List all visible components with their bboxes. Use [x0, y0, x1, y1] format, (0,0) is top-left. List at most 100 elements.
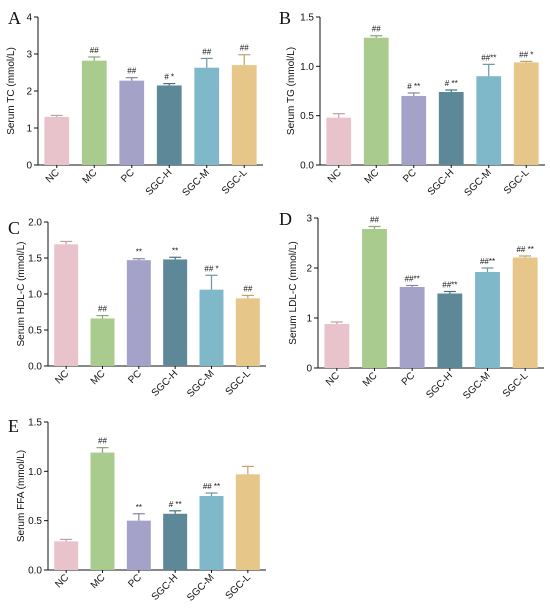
significance-label: ## * [204, 264, 218, 273]
significance-label: ##** [480, 257, 495, 266]
y-axis-title: Serum LDL-C (mmol/L) [288, 241, 299, 344]
y-axis-title: Serum FFA (mmol/L) [16, 450, 27, 542]
y-tick-label: 0.0 [300, 161, 314, 172]
y-tick-label: 1.0 [28, 467, 42, 478]
significance-label: ## [98, 437, 107, 446]
bar-sgc-h [163, 259, 188, 366]
panel-c: C 0.0 0.5 1.0 1.5 2.0 Serum HDL-C (mmol/L) NC ##… [8, 218, 266, 400]
bar-nc [54, 244, 79, 366]
x-tick-label: PC [401, 167, 419, 185]
x-tick-label: SGC-M [463, 167, 494, 198]
significance-label: # ** [445, 79, 458, 88]
x-tick-label: MC [81, 167, 100, 186]
bar-pc [401, 95, 427, 165]
x-tick-label: SGC-L [502, 167, 532, 197]
y-axis-title: Serum TG (mmol/L) [286, 47, 297, 135]
y-tick-label: 1.5 [28, 418, 42, 429]
bar-sgc-m [199, 289, 224, 366]
x-tick-label: MC [363, 167, 382, 186]
x-tick-label: SGC-M [181, 167, 212, 198]
x-tick-label: PC [119, 167, 137, 185]
significance-label: ##** [405, 275, 420, 284]
x-tick-label: PC [400, 370, 418, 388]
panel-b: B 0.0 0.5 1.0 1.5 Serum TG (mmol/L) NC ## MC # **… [279, 8, 545, 199]
y-tick-label: 2.0 [28, 218, 42, 229]
significance-label: ## ** [516, 245, 533, 254]
panel-letter: A [8, 8, 21, 28]
bar-sgc-l [512, 257, 538, 368]
x-tick-label: NC [324, 370, 342, 388]
bar-sgc-l [235, 474, 260, 570]
bar-pc [126, 520, 151, 570]
x-tick-label: NC [44, 167, 62, 185]
bar-mc [363, 37, 389, 165]
x-tick-label: MC [361, 370, 380, 389]
y-tick-label: 0.0 [28, 362, 42, 373]
x-tick-label: NC [326, 167, 344, 185]
x-tick-label: MC [89, 572, 108, 591]
y-tick-label: 3 [306, 214, 312, 225]
significance-label: ## [202, 47, 211, 56]
panel-letter: C [8, 218, 20, 238]
bar-sgc-l [235, 298, 260, 366]
significance-label: ** [172, 246, 178, 255]
y-tick-label: 4 [26, 13, 32, 24]
y-axis-title: Serum HDL-C (mmol/L) [16, 241, 27, 346]
bar-nc [54, 541, 79, 570]
y-tick-label: 3 [26, 50, 32, 61]
significance-label: ## [372, 25, 381, 34]
bar-mc [90, 452, 115, 570]
panel-letter: B [279, 8, 291, 28]
significance-label: ## [240, 44, 249, 53]
x-tick-label: PC [126, 572, 144, 590]
panel-letter: D [279, 209, 292, 229]
bar-pc [119, 80, 145, 165]
y-tick-label: 1.5 [28, 254, 42, 265]
significance-label: # ** [169, 500, 182, 509]
bar-sgc-l [231, 65, 257, 165]
y-tick-label: 0 [26, 161, 32, 172]
x-tick-label: MC [89, 368, 108, 387]
y-tick-label: 0.0 [28, 566, 42, 577]
significance-label: ##** [481, 53, 496, 62]
x-tick-label: SGC-H [426, 167, 457, 198]
x-tick-label: SGC-H [150, 572, 181, 603]
x-tick-label: NC [53, 368, 71, 386]
bar-sgc-m [476, 76, 502, 165]
x-tick-label: PC [126, 368, 144, 386]
y-axis-title: Serum TC (mmol/L) [6, 47, 17, 135]
panel-d: D 0 1 2 3 Serum LDL-C (mmol/L) NC ## MC ##** PC ##*… [279, 209, 544, 402]
y-tick-label: 2 [306, 264, 312, 275]
significance-label: ## [370, 216, 379, 225]
bar-sgc-h [156, 85, 182, 165]
bar-sgc-h [163, 513, 188, 570]
significance-label: # * [164, 73, 174, 82]
significance-label: ## * [519, 50, 533, 59]
y-tick-label: 1.5 [300, 13, 314, 24]
x-tick-label: NC [53, 572, 71, 590]
x-tick-label: SGC-L [501, 370, 531, 400]
significance-label: ## ** [203, 482, 220, 491]
bar-mc [81, 60, 107, 165]
x-tick-label: SGC-H [150, 368, 181, 399]
bar-pc [399, 287, 425, 368]
x-tick-label: SGC-L [220, 167, 250, 197]
bar-sgc-h [438, 91, 464, 165]
bar-sgc-m [199, 496, 224, 570]
bar-sgc-m [194, 67, 220, 165]
x-tick-label: SGC-M [185, 368, 216, 399]
significance-label: ** [136, 248, 142, 257]
panel-letter: E [8, 416, 19, 436]
y-tick-label: 1.0 [300, 62, 314, 73]
significance-label: # ** [407, 82, 420, 91]
bar-nc [44, 116, 70, 165]
x-tick-label: SGC-L [224, 368, 254, 398]
panel-a: A 0 1 2 3 4 Serum TC (mmol/L) NC ## MC ## PC # * SGC-… [6, 8, 263, 199]
significance-label: ## [243, 284, 252, 293]
bar-sgc-l [513, 62, 539, 165]
bar-pc [126, 260, 151, 366]
bar-mc [362, 229, 387, 368]
panel-e: E 0.0 0.5 1.0 1.5 Serum FFA (mmol/L) NC ## MC ** P… [8, 416, 266, 604]
y-tick-label: 1 [306, 314, 312, 325]
